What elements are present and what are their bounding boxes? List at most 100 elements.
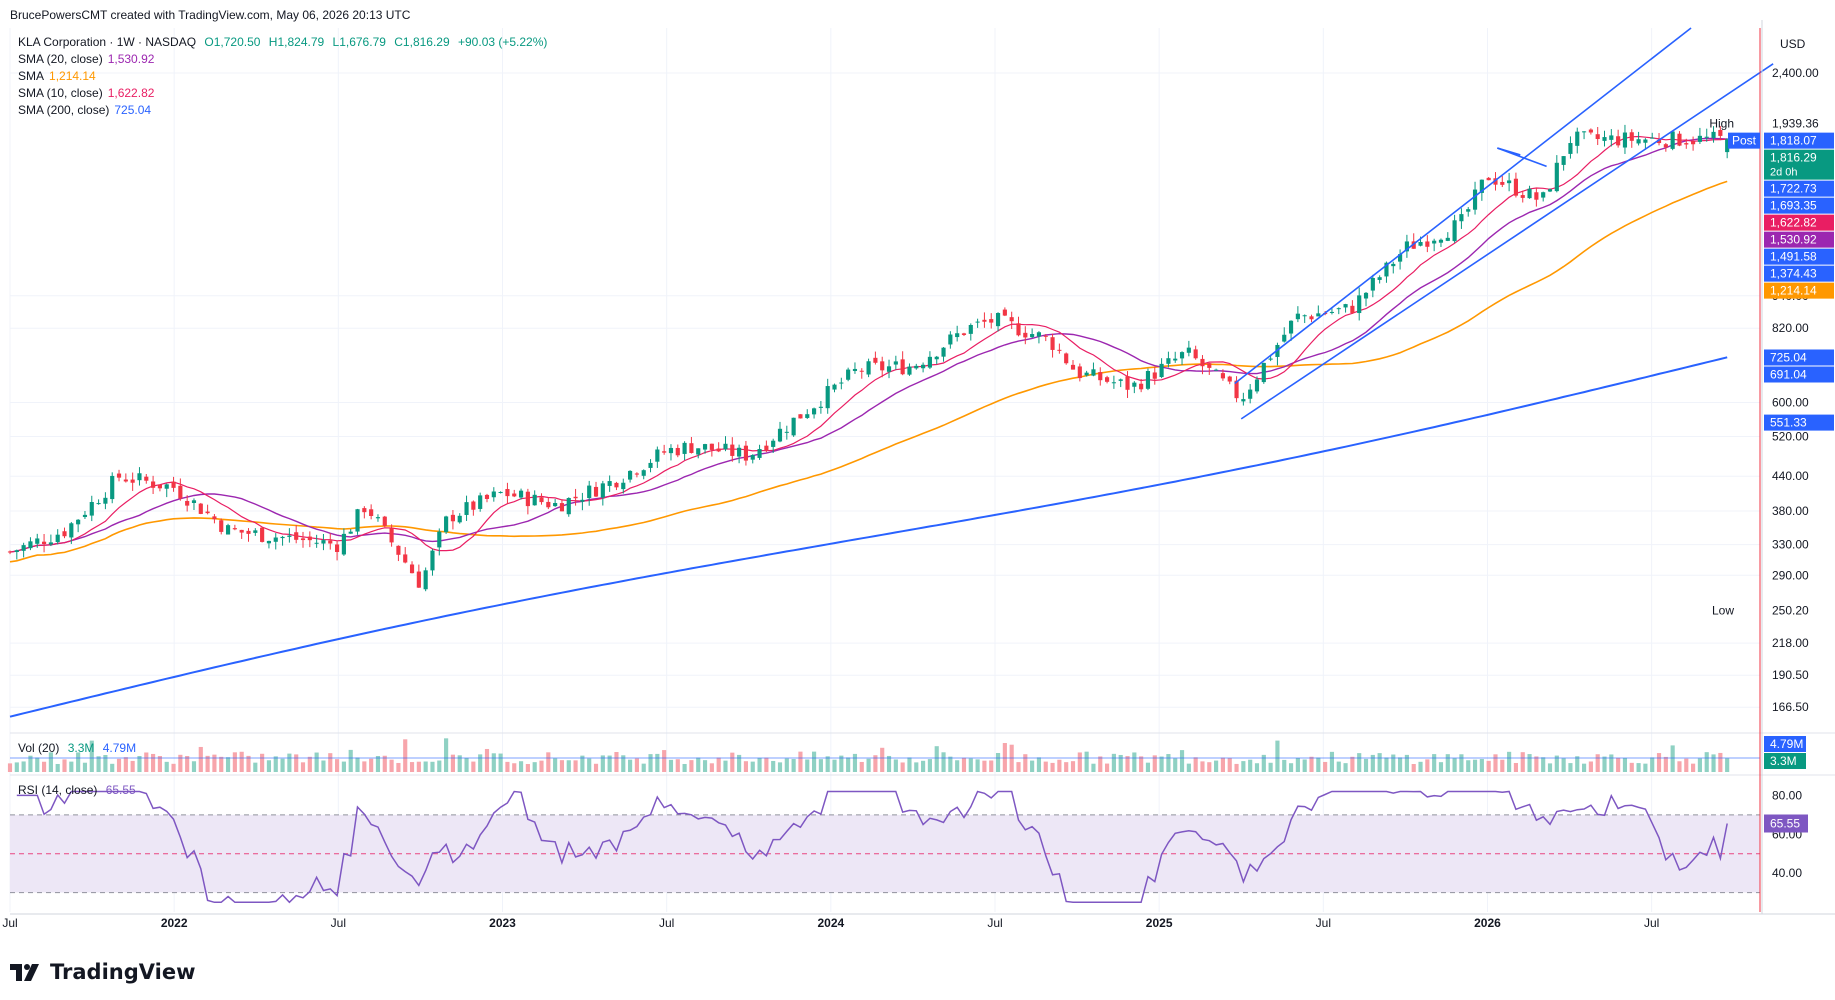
volume-legend[interactable]: Vol (20) 3.3M 4.79M — [18, 741, 136, 755]
candle-body — [941, 347, 946, 357]
volume-bar — [777, 762, 783, 772]
time-tick-label: Jul — [1644, 916, 1659, 930]
volume-bar — [982, 760, 987, 772]
rsi-tick-label: 40.00 — [1772, 866, 1802, 880]
candle-body — [328, 540, 333, 544]
candle-body — [260, 527, 265, 542]
price-label-bg — [1764, 214, 1834, 231]
trend-channel[interactable] — [1234, 27, 1774, 420]
candle-body — [866, 361, 871, 375]
candle-body — [1214, 369, 1219, 371]
volume-bar — [784, 758, 789, 772]
candle-body — [927, 356, 932, 368]
volume-bar — [1254, 763, 1260, 772]
rsi-tick-label: 80.00 — [1772, 788, 1802, 802]
candle-body — [389, 527, 394, 543]
volume-bar — [484, 748, 490, 772]
candle-body — [212, 516, 217, 520]
candle-body — [764, 445, 769, 451]
price-label-bg — [1764, 197, 1834, 214]
volume-bar — [1323, 761, 1328, 772]
symbol-title[interactable]: KLA Corporation · 1W · NASDAQ — [18, 35, 197, 49]
channel-upper — [1234, 27, 1692, 385]
candle-body — [702, 444, 708, 450]
price-label-value: 551.33 — [1770, 416, 1807, 430]
candle-body — [641, 470, 646, 476]
volume-bar — [512, 763, 517, 772]
time-tick-label: 2024 — [817, 916, 844, 930]
volume-bar — [1684, 758, 1689, 772]
volume-bar — [525, 764, 530, 772]
time-tick-label: Jul — [331, 916, 346, 930]
volume-bar — [702, 760, 708, 772]
volume-bar — [655, 753, 660, 772]
legend-sma200[interactable]: SMA (200, close) 725.04 — [18, 102, 547, 119]
volume-bar — [1234, 763, 1239, 772]
candle-body — [559, 503, 565, 512]
sma200-value: 725.04 — [114, 103, 152, 117]
legend-sma10[interactable]: SMA (10, close) 1,622.82 — [18, 85, 547, 102]
volume-bar — [1214, 760, 1219, 772]
volume-bar — [1636, 763, 1641, 772]
candle-body — [1030, 334, 1035, 338]
candle-body — [198, 503, 203, 514]
candle-body — [600, 483, 605, 498]
volume-bar — [798, 751, 803, 772]
legend-sma50[interactable]: SMA 1,214.14 — [18, 68, 547, 85]
price-tick-label: 600.00 — [1772, 395, 1809, 409]
candle-body — [287, 535, 292, 537]
price-label-value: 1,939.36 — [1772, 117, 1819, 131]
volume-bar — [1697, 758, 1702, 772]
candle-body — [1595, 134, 1600, 140]
volume-bar — [634, 758, 639, 772]
volume-bar — [191, 761, 197, 772]
sma200-label: SMA (200, close) — [18, 103, 110, 117]
volume-bar — [1295, 758, 1300, 772]
tradingview-logo[interactable]: TradingView — [10, 960, 195, 984]
candle-body — [130, 479, 135, 483]
candle-body — [1118, 379, 1123, 381]
time-tick-label: 2025 — [1146, 916, 1173, 930]
candle-body — [1309, 316, 1314, 320]
candle-body — [314, 542, 319, 544]
volume-bar — [1166, 754, 1171, 772]
volume-bar — [110, 763, 115, 772]
candle-body — [539, 497, 544, 503]
volume-bar — [1718, 752, 1723, 772]
change-value: +90.03 (+5.22%) — [458, 35, 548, 49]
candle-body — [1091, 369, 1096, 376]
candle-body — [1697, 135, 1702, 142]
volume-bar — [532, 762, 537, 772]
volume-bar — [1411, 763, 1416, 772]
candle-body — [1404, 241, 1409, 252]
tradingview-logo-text: TradingView — [50, 960, 196, 984]
candle-body — [1425, 241, 1430, 247]
candle-body — [280, 536, 285, 539]
candle-body — [757, 449, 762, 458]
volume-bar — [846, 757, 851, 772]
candle-body — [253, 530, 258, 533]
candle-body — [893, 361, 898, 365]
price-label-bg — [1764, 231, 1834, 248]
volume-bar — [280, 758, 285, 772]
volume-bar — [151, 753, 156, 772]
low-value: L1,676.79 — [332, 35, 386, 49]
volume-bar — [48, 752, 53, 772]
volume-bar — [995, 753, 1001, 772]
volume-bar — [225, 757, 231, 772]
candle-body — [1486, 177, 1491, 181]
volume-bar — [559, 760, 565, 772]
candle-body — [518, 490, 524, 498]
volume-bar — [505, 761, 510, 772]
volume-bar — [294, 754, 299, 772]
candle-body — [69, 523, 74, 538]
candle-body — [110, 475, 115, 500]
candle-body — [1507, 180, 1512, 184]
volume-bar — [1329, 751, 1335, 772]
price-label-value: 1,816.29 — [1770, 151, 1817, 165]
rsi-legend[interactable]: RSI (14, close) 65.55 — [18, 783, 136, 797]
volume-bar — [1650, 757, 1655, 772]
price-label-bg — [1764, 366, 1834, 383]
legend-sma20[interactable]: SMA (20, close) 1,530.92 — [18, 51, 547, 68]
